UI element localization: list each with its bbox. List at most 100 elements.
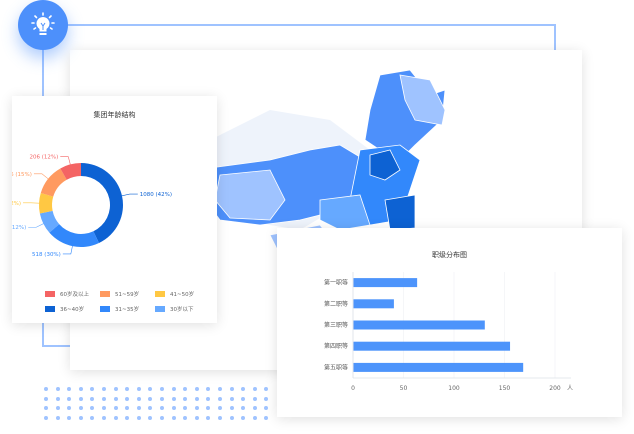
- slice-label: 206 (12%): [12, 225, 26, 231]
- legend-item[interactable]: 36~40岁: [45, 305, 100, 313]
- decorative-dot: [67, 387, 72, 391]
- legend-swatch: [45, 306, 55, 312]
- legend-item[interactable]: 41~50岁: [155, 290, 210, 298]
- donut-slice: [60, 163, 81, 180]
- decorative-dot: [217, 396, 222, 401]
- decorative-dot: [183, 396, 188, 401]
- decorative-dot: [217, 406, 222, 410]
- decorative-dot: [252, 396, 257, 401]
- connector-line: [42, 345, 72, 347]
- decorative-dot: [241, 415, 246, 420]
- decorative-dot: [183, 406, 188, 410]
- decorative-dot: [55, 406, 60, 410]
- decorative-dot: [67, 396, 72, 401]
- decorative-dot: [67, 406, 72, 410]
- y-category-label: 第二职等: [324, 300, 348, 308]
- legend-item[interactable]: 31~35岁: [100, 305, 155, 313]
- decorative-dot: [171, 387, 176, 391]
- decorative-dot: [229, 406, 234, 410]
- decorative-dot: [90, 415, 95, 420]
- lightbulb-icon: [18, 0, 68, 50]
- decorative-dot: [241, 406, 246, 410]
- decorative-dot: [90, 396, 95, 401]
- legend-label: 51~59岁: [115, 292, 140, 298]
- leader-line: [28, 223, 44, 228]
- donut-slice: [39, 210, 60, 233]
- decorative-dot: [159, 415, 164, 420]
- decorative-dot: [148, 396, 153, 401]
- donut-slice: [81, 163, 124, 243]
- legend-label: 41~50岁: [170, 292, 195, 298]
- donut-slice: [39, 192, 54, 214]
- legend-label: 60岁及以上: [60, 292, 89, 298]
- donut-legend: 60岁及以上 51~59岁 41~50岁 36~40岁 31~35岁 30岁以下: [45, 290, 210, 313]
- decorative-dot: [136, 406, 141, 410]
- leader-line: [62, 246, 73, 255]
- decorative-dot: [125, 387, 130, 391]
- decorative-dot: [264, 387, 269, 391]
- china-map: [200, 69, 446, 261]
- legend-item[interactable]: 51~59岁: [100, 290, 155, 298]
- decorative-dot: [252, 406, 257, 410]
- legend-swatch: [155, 291, 165, 297]
- decorative-dot: [194, 406, 199, 410]
- grade-distribution-card: 职级分布图 0 50 100 150 200 人 第一职等 第二职等 第三职等 第四职等 第五职等: [277, 228, 622, 417]
- decorative-dot: [159, 406, 164, 410]
- decorative-dot: [159, 396, 164, 401]
- legend-swatch: [155, 306, 165, 312]
- decorative-dot: [229, 387, 234, 391]
- donut-slice: [49, 224, 99, 247]
- decorative-dot: [113, 396, 118, 401]
- decorative-dot: [241, 396, 246, 401]
- legend-item[interactable]: 30岁以下: [155, 305, 210, 313]
- bar: [353, 320, 485, 330]
- decorative-dot: [206, 406, 211, 410]
- age-structure-card: 集团年龄结构 1080 (42%) 518 (30%) 206 (12%) 198 (…: [12, 96, 217, 323]
- decorative-dot: [44, 415, 48, 420]
- connector-line: [554, 24, 556, 54]
- decorative-dot: [194, 387, 199, 391]
- legend-label: 36~40岁: [60, 307, 85, 313]
- decorative-dot: [194, 415, 199, 420]
- donut-slice: [40, 168, 67, 197]
- decorative-dot: [217, 415, 222, 420]
- legend-swatch: [100, 291, 110, 297]
- decorative-dot: [113, 406, 118, 410]
- bar: [353, 362, 524, 372]
- slice-label: 1080 (42%): [140, 192, 172, 198]
- decorative-dot: [101, 415, 106, 420]
- bar: [353, 299, 394, 309]
- leader-line: [33, 173, 49, 180]
- bar: [353, 278, 418, 288]
- slice-label: 198 (12%): [12, 201, 21, 207]
- leader-line: [121, 193, 138, 197]
- decorative-dot: [67, 415, 72, 420]
- decorative-dot: [125, 406, 130, 410]
- decorative-dot: [229, 396, 234, 401]
- legend-item[interactable]: 60岁及以上: [45, 290, 100, 298]
- decorative-dot: [101, 387, 106, 391]
- decorative-dot: [136, 396, 141, 401]
- connector-line: [43, 24, 555, 26]
- x-unit-label: 人: [567, 385, 573, 392]
- y-category-label: 第三职等: [324, 321, 348, 329]
- leader-line: [60, 156, 71, 165]
- decorative-dot: [206, 396, 211, 401]
- decorative-dot: [241, 387, 246, 391]
- decorative-dot: [78, 387, 83, 391]
- decorative-dot: [55, 396, 60, 401]
- x-tick-label: 50: [400, 385, 408, 392]
- decorative-dot: [113, 415, 118, 420]
- decorative-dot: [78, 396, 83, 401]
- decorative-dot: [171, 396, 176, 401]
- y-category-label: 第四职等: [324, 342, 348, 350]
- decorative-dot: [125, 396, 130, 401]
- decorative-dot: [55, 387, 60, 391]
- decorative-dot: [44, 387, 48, 391]
- x-tick-label: 100: [448, 385, 460, 392]
- decorative-dot: [252, 415, 257, 420]
- decorative-dot: [113, 387, 118, 391]
- decorative-dot: [252, 387, 257, 391]
- decorative-dot: [206, 387, 211, 391]
